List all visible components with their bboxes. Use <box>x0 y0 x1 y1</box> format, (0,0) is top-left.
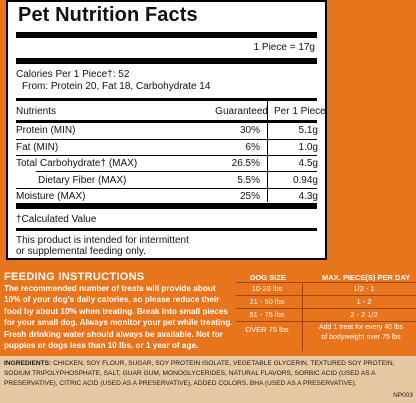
nutrient-name: Fat (MIN) <box>16 142 59 153</box>
nutrient-per-piece: 1.0g <box>298 142 318 153</box>
disclaimer-line-1: This product is intended for intermitten… <box>16 235 189 246</box>
nutrient-guaranteed: 25% <box>239 191 260 202</box>
nutrient-guaranteed: 26.5% <box>231 158 260 169</box>
row-divider <box>16 155 317 156</box>
nutrition-facts-panel: Pet Nutrition Facts 1 Piece = 17g Calori… <box>6 0 327 260</box>
header-per-piece: Per 1 Piece <box>274 106 326 117</box>
nutrient-name: Dietary Fiber (MAX) <box>38 175 127 186</box>
ingredients-band: INGREDIENTS: CHICKEN, SOY FLOUR, SUGAR, … <box>0 356 416 403</box>
dosage-pieces: 1/2 - 1 <box>353 284 375 293</box>
divider <box>16 98 317 101</box>
nutrition-title: Pet Nutrition Facts <box>18 4 198 26</box>
dosage-header-size: DOG SIZE <box>250 273 286 282</box>
dosage-pieces-line-1: Add 1 treat for every 40 lbs <box>318 324 404 331</box>
calories-from-line: From: Protein 20, Fat 18, Carbohydrate 1… <box>22 81 211 92</box>
calories-line: Calories Per 1 Piece†: 52 <box>16 69 130 80</box>
nutrient-guaranteed: 30% <box>239 125 260 136</box>
dosage-size: OVER 75 lbs <box>245 325 289 334</box>
nutrient-name: Moisture (MAX) <box>16 191 86 202</box>
product-code: NP003 <box>393 392 413 399</box>
disclaimer-line-2: or supplemental feeding only. <box>16 246 146 257</box>
nutrient-name: Total Carbohydrate† (MAX) <box>16 158 138 169</box>
divider <box>16 228 317 231</box>
ingredients-label: INGREDIENTS: <box>4 360 52 367</box>
row-divider <box>36 171 317 172</box>
dosage-table: DOG SIZE MAX. PIECE(S) PER DAY 10-20 lbs… <box>236 268 416 354</box>
serving-size: 1 Piece = 17g <box>253 42 315 53</box>
dosage-row: 51 - 75 lbs 2 - 2 1/2 <box>236 308 416 321</box>
dosage-pieces: 1 - 2 <box>356 297 372 306</box>
nutrient-per-piece: 4.3g <box>298 191 318 202</box>
dosage-size: 10-20 lbs <box>251 284 283 293</box>
dosage-size: 51 - 75 lbs <box>249 310 285 319</box>
dosage-size: 21 - 50 lbs <box>249 297 285 306</box>
dosage-row: OVER 75 lbs Add 1 treat for every 40 lbs… <box>236 321 416 351</box>
column-divider <box>302 282 303 351</box>
ingredients-text: CHICKEN, SOY FLOUR, SUGAR, SOY PROTEIN I… <box>4 360 395 387</box>
nutrient-guaranteed: 5.5% <box>237 175 260 186</box>
nutrient-guaranteed: 6% <box>245 142 260 153</box>
header-nutrients: Nutrients <box>16 106 57 117</box>
nutrient-per-piece: 5.1g <box>298 125 318 136</box>
column-divider <box>267 101 268 202</box>
feeding-instructions-title: FEEDING INSTRUCTIONS <box>4 271 145 283</box>
dosage-row: 21 - 50 lbs 1 - 2 <box>236 295 416 308</box>
calculated-note: †Calculated Value <box>16 214 97 225</box>
nutrient-name: Protein (MIN) <box>16 125 76 136</box>
divider <box>16 120 317 123</box>
dosage-row: 10-20 lbs 1/2 - 1 <box>236 282 416 295</box>
nutrient-per-piece: 4.5g <box>298 158 318 169</box>
feeding-instructions-text: The recommended number of treats will pr… <box>4 284 233 351</box>
header-guaranteed: Guaranteed <box>215 106 268 117</box>
nutrient-per-piece: 0.94g <box>292 175 318 186</box>
divider <box>16 203 317 209</box>
dosage-header-pieces: MAX. PIECE(S) PER DAY <box>322 273 411 282</box>
dosage-pieces-line-2: of bodyweight over 75 lbs <box>321 334 401 341</box>
row-divider <box>16 188 317 189</box>
dosage-pieces: 2 - 2 1/2 <box>350 310 378 319</box>
divider <box>16 58 317 64</box>
divider <box>16 32 317 38</box>
row-divider <box>16 139 317 140</box>
